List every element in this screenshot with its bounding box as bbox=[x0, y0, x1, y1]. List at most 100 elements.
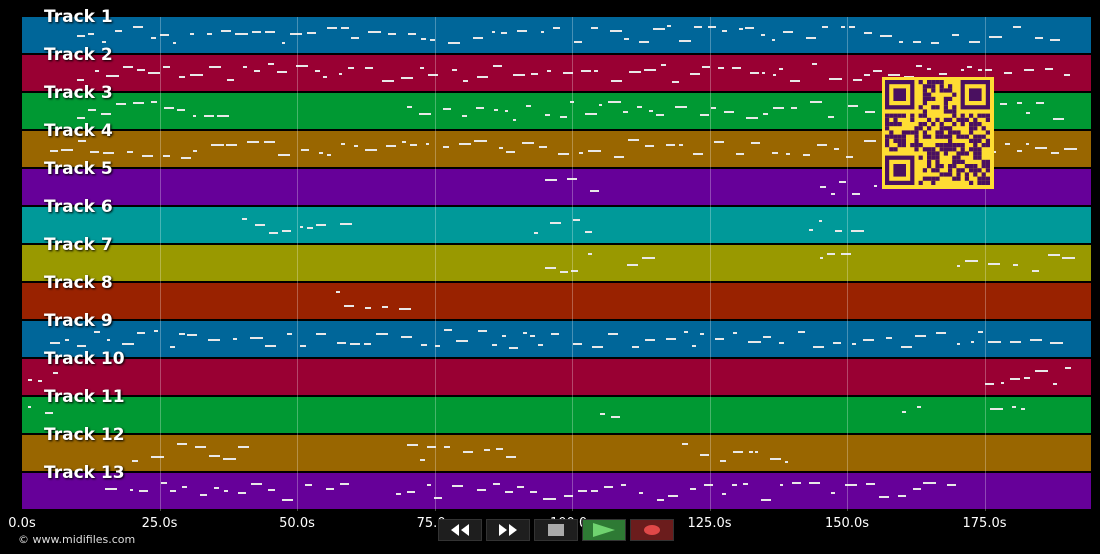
midi-note bbox=[931, 42, 939, 45]
track-label: Track 3 bbox=[44, 83, 113, 103]
midi-note bbox=[194, 446, 206, 449]
piano-roll[interactable] bbox=[22, 17, 1091, 511]
midi-note bbox=[456, 339, 468, 342]
track-label: Track 4 bbox=[44, 121, 113, 141]
midi-note bbox=[1045, 67, 1053, 70]
midi-note bbox=[339, 482, 350, 485]
gridline bbox=[847, 17, 848, 511]
midi-note bbox=[190, 73, 203, 76]
fast-forward-button[interactable] bbox=[486, 519, 530, 541]
midi-note bbox=[559, 116, 567, 119]
midi-note bbox=[864, 74, 871, 77]
midi-note bbox=[1034, 36, 1044, 39]
midi-note bbox=[1000, 102, 1007, 105]
midi-note bbox=[264, 345, 277, 348]
track-lane[interactable] bbox=[22, 207, 1091, 243]
midi-note bbox=[408, 32, 416, 35]
midi-note bbox=[645, 145, 654, 148]
midi-note bbox=[163, 154, 171, 157]
midi-note bbox=[223, 489, 228, 492]
midi-note bbox=[492, 344, 498, 347]
midi-note bbox=[645, 339, 656, 342]
midi-note bbox=[147, 72, 161, 75]
midi-note bbox=[1051, 152, 1060, 155]
midi-note bbox=[1025, 111, 1030, 114]
track-lane[interactable] bbox=[22, 245, 1091, 281]
midi-note bbox=[702, 65, 710, 68]
midi-note bbox=[512, 73, 526, 76]
midi-note bbox=[474, 140, 488, 143]
midi-note bbox=[44, 411, 53, 414]
midi-note bbox=[809, 482, 821, 485]
midi-note bbox=[840, 26, 845, 29]
midi-note bbox=[151, 456, 165, 459]
midi-note bbox=[845, 155, 854, 158]
midi-note bbox=[429, 38, 436, 41]
track-lane[interactable] bbox=[22, 17, 1091, 53]
midi-note bbox=[150, 101, 157, 103]
midi-note bbox=[263, 141, 275, 144]
midi-note bbox=[956, 343, 960, 346]
rewind-button[interactable] bbox=[438, 519, 482, 541]
midi-note bbox=[638, 491, 644, 494]
midi-note bbox=[719, 460, 727, 463]
midi-note bbox=[186, 333, 197, 336]
midi-note bbox=[694, 25, 703, 28]
midi-note bbox=[264, 31, 276, 34]
midi-note bbox=[420, 459, 426, 462]
track-lane[interactable] bbox=[22, 283, 1091, 319]
record-button[interactable] bbox=[630, 519, 674, 541]
midi-note bbox=[844, 484, 857, 487]
midi-note bbox=[682, 443, 688, 446]
midi-note bbox=[611, 79, 622, 82]
midi-note bbox=[590, 27, 599, 30]
midi-note bbox=[745, 26, 755, 29]
midi-note bbox=[252, 30, 261, 33]
midi-note bbox=[760, 498, 772, 501]
midi-note bbox=[901, 345, 913, 348]
track-lane[interactable] bbox=[22, 321, 1091, 357]
track-lane[interactable] bbox=[22, 397, 1091, 433]
midi-note bbox=[674, 106, 688, 109]
midi-note bbox=[913, 41, 922, 44]
stop-button[interactable] bbox=[534, 519, 578, 541]
midi-note bbox=[242, 217, 248, 220]
midi-note bbox=[396, 493, 401, 496]
midi-note bbox=[1016, 150, 1023, 153]
midi-note bbox=[364, 343, 371, 346]
midi-note bbox=[200, 494, 208, 497]
midi-note bbox=[427, 445, 437, 448]
track-lane[interactable] bbox=[22, 435, 1091, 471]
midi-note bbox=[988, 262, 1001, 265]
track-lane[interactable] bbox=[22, 473, 1091, 509]
midi-note bbox=[315, 223, 327, 226]
midi-note bbox=[533, 231, 538, 234]
midi-note bbox=[495, 448, 504, 451]
midi-note bbox=[622, 111, 629, 114]
midi-note bbox=[150, 37, 157, 40]
midi-note bbox=[254, 70, 260, 73]
midi-note bbox=[164, 106, 175, 109]
midi-note bbox=[255, 224, 265, 227]
midi-note bbox=[444, 329, 453, 332]
gridline bbox=[159, 17, 161, 511]
midi-note bbox=[749, 71, 760, 74]
midi-note bbox=[531, 73, 538, 76]
midi-note bbox=[762, 71, 766, 74]
midi-note bbox=[476, 489, 487, 492]
midi-note bbox=[898, 495, 906, 498]
midi-note bbox=[732, 450, 743, 453]
play-button[interactable] bbox=[582, 519, 626, 541]
midi-note bbox=[1052, 382, 1058, 385]
time-tick-label: 25.0s bbox=[141, 516, 178, 531]
midi-note bbox=[516, 29, 528, 32]
midi-note bbox=[984, 382, 994, 385]
midi-note bbox=[250, 483, 262, 486]
midi-note bbox=[216, 115, 230, 118]
midi-note bbox=[817, 143, 827, 146]
midi-note bbox=[916, 65, 922, 68]
midi-note bbox=[544, 179, 557, 182]
midi-note bbox=[234, 33, 248, 36]
track-label: Track 12 bbox=[44, 425, 125, 445]
track-lane[interactable] bbox=[22, 359, 1091, 395]
